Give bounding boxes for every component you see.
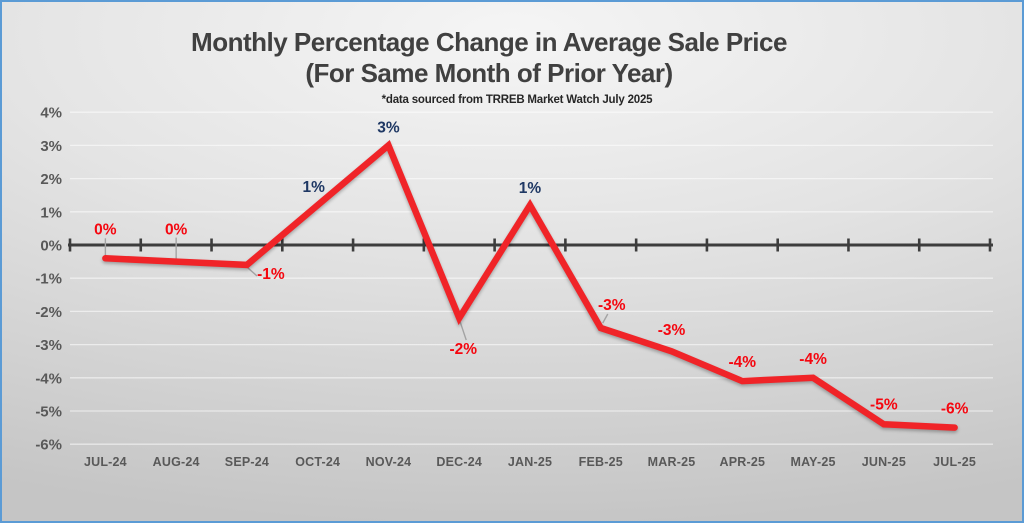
x-axis-label: JUN-25 (862, 455, 906, 469)
y-axis-label: 1% (40, 204, 62, 221)
y-axis-label: -6% (35, 437, 62, 454)
data-label: -5% (870, 396, 898, 413)
y-axis-label: 3% (40, 138, 62, 155)
y-axis-label: -3% (35, 337, 62, 354)
x-axis-label: APR-25 (719, 455, 765, 469)
data-label: -1% (257, 266, 285, 283)
x-axis-label: FEB-25 (579, 455, 623, 469)
series-line (102, 140, 958, 431)
y-axis-label: -5% (35, 404, 62, 421)
data-label: -2% (449, 341, 477, 358)
x-axis-label: JUL-25 (933, 455, 976, 469)
y-axis-label: -1% (35, 271, 62, 288)
data-label: -4% (799, 351, 827, 368)
chart-title-block: Monthly Percentage Change in Average Sal… (2, 27, 976, 89)
data-label: 0% (94, 221, 117, 238)
y-axis-label: 0% (40, 238, 62, 255)
x-axis-label: AUG-24 (153, 455, 200, 469)
y-axis-label: 2% (40, 171, 62, 188)
x-axis-label: MAY-25 (790, 455, 835, 469)
y-axis-label: -2% (35, 304, 62, 321)
y-axis-label: 4% (40, 105, 62, 122)
chart-subtitle: (For Same Month of Prior Year) (305, 58, 673, 89)
data-label: 1% (519, 180, 542, 197)
chart-source-note: *data sourced from TRREB Market Watch Ju… (381, 94, 653, 106)
data-label: -3% (598, 297, 626, 314)
data-label: 3% (377, 119, 400, 136)
x-axis-label: DEC-24 (436, 455, 482, 469)
x-axis-label: SEP-24 (225, 455, 269, 469)
data-label: -3% (658, 322, 686, 339)
chart-title: Monthly Percentage Change in Average Sal… (191, 27, 787, 57)
data-label: -4% (729, 354, 757, 371)
data-label: -6% (941, 401, 969, 418)
x-axis-label: OCT-24 (295, 455, 340, 469)
data-label: 0% (165, 222, 188, 239)
label-leader-line (459, 321, 467, 341)
x-axis-label: NOV-24 (366, 455, 412, 469)
x-axis-label: MAR-25 (648, 455, 696, 469)
label-leader-line (602, 313, 609, 324)
x-axis-label: JAN-25 (508, 455, 552, 469)
data-label: 1% (302, 179, 325, 196)
label-leader-line (247, 267, 258, 277)
y-axis-label: -4% (35, 370, 62, 387)
x-axis-label: JUL-24 (84, 455, 127, 469)
